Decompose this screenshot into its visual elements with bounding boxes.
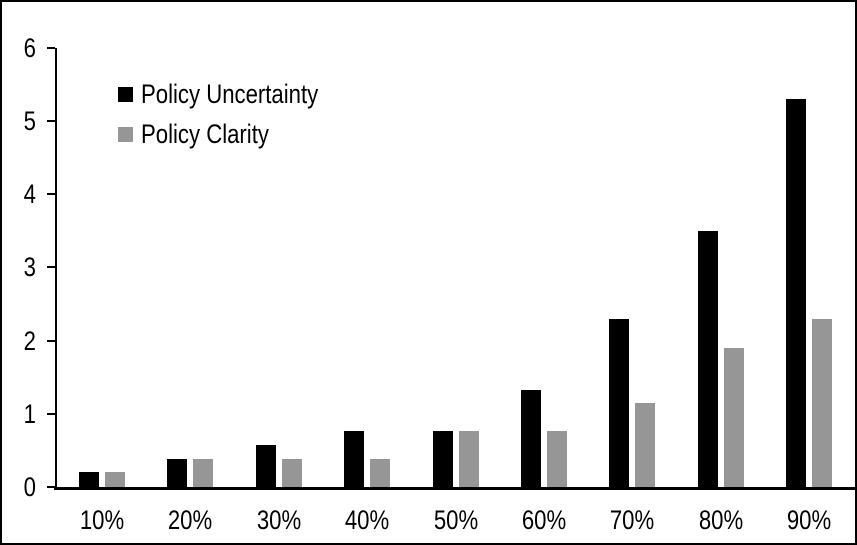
bar-policy-uncertainty <box>609 319 629 487</box>
y-tick <box>47 486 55 488</box>
bar-policy-clarity <box>724 348 744 487</box>
bar-policy-clarity <box>547 431 567 487</box>
bar-policy-uncertainty <box>521 390 541 487</box>
bar-policy-clarity <box>812 319 832 487</box>
y-tick-label: 6 <box>23 32 36 63</box>
y-tick-label: 1 <box>23 398 36 429</box>
y-tick <box>47 412 55 415</box>
bar-policy-uncertainty <box>167 459 187 487</box>
x-category-label: 60% <box>521 505 567 535</box>
y-axis-line <box>55 48 57 487</box>
y-tick-label: 0 <box>23 472 36 502</box>
bar-policy-uncertainty <box>698 231 718 487</box>
bar-policy-clarity <box>370 459 390 487</box>
bar-policy-clarity <box>105 472 125 487</box>
bar-policy-clarity <box>635 403 655 487</box>
x-category-label: 20% <box>167 505 213 535</box>
legend-item: Policy Clarity <box>118 118 297 149</box>
legend-swatch-policy-clarity <box>118 126 133 142</box>
bar-policy-uncertainty <box>79 472 99 487</box>
x-category-label: 10% <box>79 505 125 535</box>
bar-policy-uncertainty <box>433 431 453 487</box>
y-tick <box>47 46 55 49</box>
bar-policy-uncertainty <box>256 445 276 487</box>
bar-policy-clarity <box>459 431 479 487</box>
x-category-label: 50% <box>433 505 479 535</box>
y-tick-label: 3 <box>23 252 36 283</box>
y-tick-label: 2 <box>23 325 36 356</box>
y-tick <box>47 193 55 196</box>
x-category-label: 30% <box>256 505 302 535</box>
x-category-label: 80% <box>698 505 744 535</box>
x-axis-line <box>54 487 855 490</box>
y-tick <box>47 266 55 269</box>
x-category-label: 70% <box>609 505 655 535</box>
bar-policy-uncertainty <box>344 431 364 487</box>
x-category-label: 40% <box>344 505 390 535</box>
legend-item: Policy Uncertainty <box>118 78 357 109</box>
bar-policy-clarity <box>282 459 302 487</box>
legend-label: Policy Clarity <box>141 118 269 149</box>
bar-policy-uncertainty <box>786 99 806 487</box>
x-category-label: 90% <box>786 505 832 535</box>
legend-swatch-policy-uncertainty <box>118 86 133 102</box>
legend-label: Policy Uncertainty <box>141 78 319 109</box>
y-tick <box>47 339 55 342</box>
y-tick-label: 4 <box>23 179 36 210</box>
bar-policy-clarity <box>193 459 213 487</box>
y-tick-label: 5 <box>23 106 36 136</box>
y-tick <box>47 120 55 122</box>
